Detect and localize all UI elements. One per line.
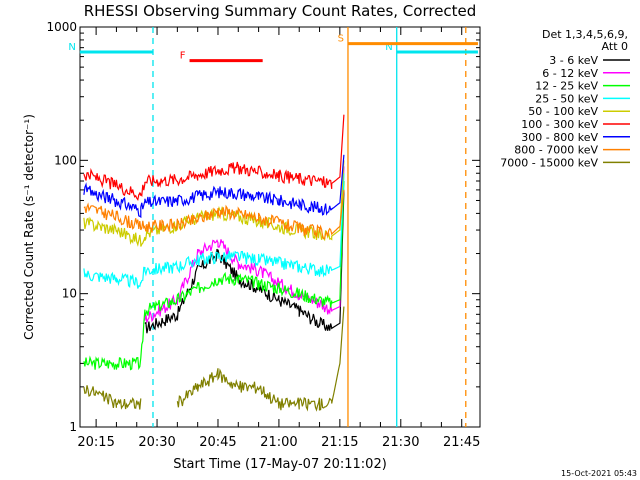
x-tick-labels: 20:15 20:30 20:45 21:00 21:15 21:30 21:45	[77, 435, 480, 450]
x-tick-label: 21:45	[443, 435, 480, 450]
x-tick-label: 20:30	[138, 435, 175, 450]
legend-label: 3 - 6 keV	[549, 54, 598, 67]
y-tick-label: 100	[54, 153, 77, 167]
legend-label: 100 - 300 keV	[521, 118, 598, 131]
chart-title: RHESSI Observing Summary Count Rates, Co…	[84, 2, 477, 20]
series-line	[83, 173, 345, 289]
data-series	[83, 114, 345, 412]
series-line	[83, 189, 345, 240]
y-tick-label: 1	[69, 420, 77, 434]
series-line	[83, 154, 345, 219]
y-tick-labels: 1 10 100 1000	[46, 20, 77, 434]
legend-header: Det 1,3,4,5,6,9,	[542, 28, 628, 41]
vertical-markers	[152, 27, 467, 427]
series-line	[144, 189, 345, 334]
legend-label: 6 - 12 keV	[542, 67, 598, 80]
y-tick-label: 10	[62, 287, 77, 301]
x-tick-label: 20:45	[199, 435, 236, 450]
x-tick-label: 21:30	[382, 435, 419, 450]
legend-label: 800 - 7000 keV	[514, 144, 598, 157]
legend-label: 50 - 100 keV	[528, 105, 598, 118]
flag-label: F	[180, 51, 186, 62]
y-tick-label: 1000	[46, 20, 77, 34]
x-tick-label: 21:00	[260, 435, 297, 450]
legend-label: 300 - 800 keV	[521, 131, 598, 144]
plot-area	[79, 26, 481, 428]
legend-label: 12 - 25 keV	[535, 80, 598, 93]
legend-header: Att 0	[602, 40, 628, 53]
flag-label: N	[68, 42, 75, 53]
footer-date: 15-Oct-2021 05:43	[561, 469, 637, 478]
series-line	[83, 306, 345, 412]
flag-label: N	[385, 42, 392, 53]
x-tick-label: 20:15	[77, 435, 114, 450]
x-axis-label: Start Time (17-May-07 20:11:02)	[173, 457, 387, 472]
legend-label: 7000 - 15000 keV	[500, 156, 598, 169]
x-tick-label: 21:15	[321, 435, 358, 450]
flag-label: S	[338, 34, 344, 45]
flag-bars: N N F S	[68, 34, 478, 63]
y-axis-label: Corrected Count Rate (s⁻¹ detector⁻¹)	[22, 114, 36, 340]
legend-label: 25 - 50 keV	[535, 92, 598, 105]
series-line	[83, 180, 345, 371]
axis-ticks	[80, 27, 480, 428]
series-line	[83, 114, 345, 202]
